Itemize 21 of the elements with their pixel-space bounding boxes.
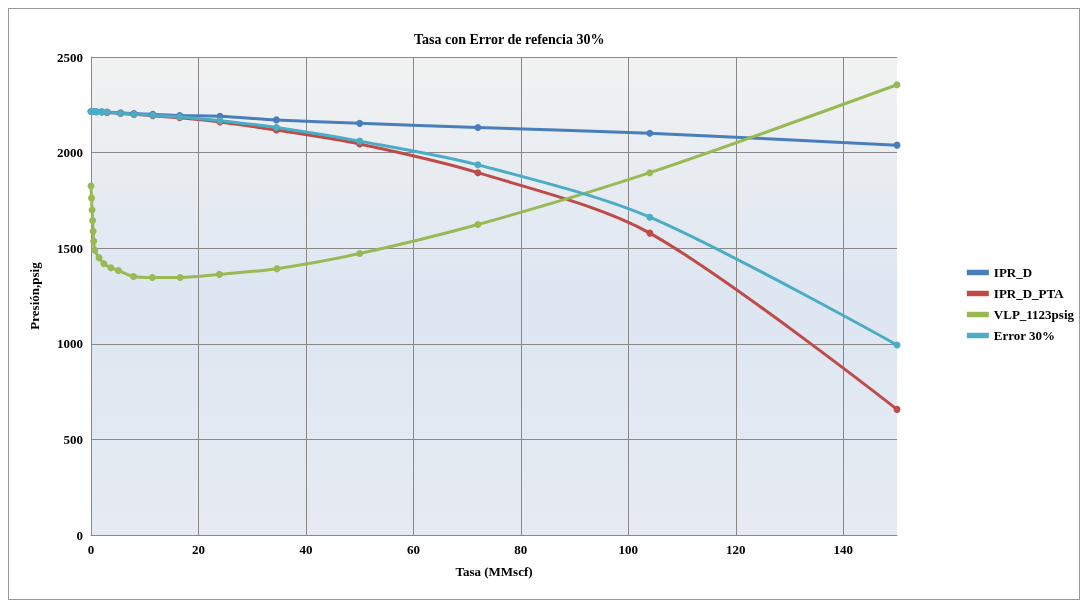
legend-label: IPR_D <box>993 265 1033 280</box>
x-tick-label: 120 <box>726 542 746 557</box>
x-tick-label: 20 <box>191 542 205 557</box>
x-tick-label: 100 <box>618 542 639 557</box>
y-tick-label: 0 <box>76 527 83 543</box>
chart-title: Tasa con Error de refencia 30% <box>414 31 605 47</box>
x-tick-label: 60 <box>406 542 420 557</box>
y-axis-title: Presión,psig <box>27 261 42 330</box>
x-tick-label: 0 <box>87 542 95 557</box>
y-tick-label: 500 <box>63 431 83 447</box>
y-tick-label: 1500 <box>57 240 83 256</box>
x-axis-title: Tasa (MMscf) <box>455 564 533 579</box>
legend-label: Error 30% <box>993 328 1056 343</box>
y-tick-label: 2000 <box>57 145 83 161</box>
y-tick-label: 2500 <box>57 49 83 65</box>
x-tick-label: 40 <box>299 542 313 557</box>
x-tick-label: 140 <box>833 542 854 557</box>
y-tick-label: 1000 <box>57 336 83 352</box>
x-tick-label: 80 <box>514 542 528 557</box>
legend-label: VLP_1123psig <box>993 307 1075 322</box>
legend-label: IPR_D_PTA <box>993 286 1065 301</box>
